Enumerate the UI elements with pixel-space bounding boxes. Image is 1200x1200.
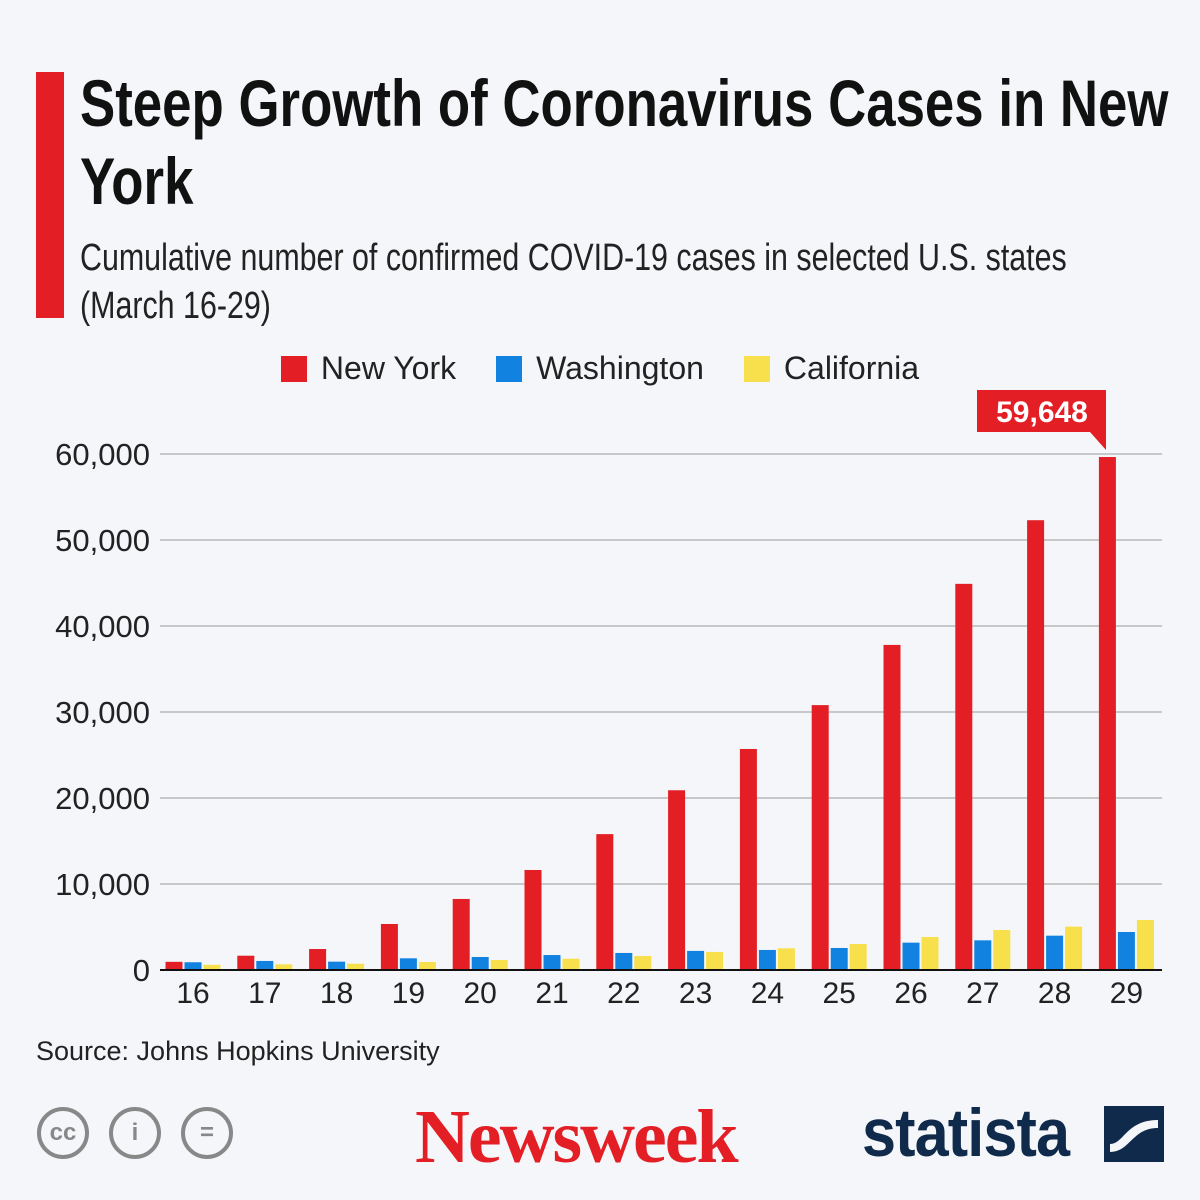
title-accent-bar: [36, 72, 64, 318]
bar-new-york: [309, 949, 327, 970]
bar-washington: [184, 962, 202, 970]
bar-california: [706, 951, 724, 970]
legend-item-new-york: New York: [280, 350, 457, 387]
x-tick-label: 24: [751, 977, 784, 1010]
bar-washington: [1117, 931, 1135, 970]
bar-washington: [615, 952, 633, 970]
bar-california: [562, 958, 580, 970]
bar-california: [921, 936, 939, 970]
bar-california: [490, 960, 508, 970]
no-derivatives-icon: =: [181, 1107, 233, 1159]
bar-washington: [471, 957, 489, 970]
bar-washington: [974, 940, 992, 970]
y-tick-label: 20,000: [55, 781, 150, 816]
x-tick-label: 25: [823, 977, 856, 1010]
y-tick-label: 30,000: [55, 695, 150, 730]
legend-swatch: [280, 355, 307, 382]
x-tick-label: 23: [679, 977, 712, 1010]
bar-washington: [1046, 935, 1064, 970]
data-label: 59,648: [996, 396, 1088, 429]
legend-label: California: [783, 350, 920, 386]
bar-new-york: [165, 961, 183, 970]
x-tick-label: 17: [248, 977, 281, 1010]
x-tick-label: 16: [176, 977, 209, 1010]
legend: New York Washington California: [0, 350, 1200, 387]
x-tick-label: 27: [966, 977, 999, 1010]
chart-title: Steep Growth of Coronavirus Cases in New…: [80, 66, 1169, 218]
legend-item-california: California: [743, 350, 920, 387]
x-tick-label: 29: [1110, 977, 1143, 1010]
bar-new-york: [596, 834, 614, 970]
legend-item-washington: Washington: [496, 350, 704, 387]
y-tick-label: 60,000: [55, 437, 150, 472]
bar-new-york: [237, 955, 255, 970]
x-tick-label: 18: [320, 977, 353, 1010]
x-tick-label: 26: [894, 977, 927, 1010]
x-tick-label: 20: [464, 977, 497, 1010]
bar-washington: [758, 949, 776, 970]
bar-new-york: [668, 790, 686, 970]
legend-label: Washington: [536, 350, 704, 386]
bar-washington: [328, 961, 346, 970]
bar-new-york: [452, 898, 470, 970]
bar-california: [849, 944, 867, 970]
legend-swatch: [496, 355, 523, 382]
bar-washington: [902, 942, 920, 970]
bar-california: [347, 963, 365, 970]
bar-new-york: [380, 923, 398, 970]
x-tick-label: 21: [535, 977, 568, 1010]
legend-swatch: [743, 355, 770, 382]
bar-california: [777, 948, 795, 970]
bar-washington: [543, 955, 561, 970]
y-tick-label: 40,000: [55, 609, 150, 644]
bar-new-york: [524, 869, 542, 970]
cc-license-icon: cc: [37, 1107, 89, 1159]
data-label-callout: [977, 390, 1106, 450]
bar-new-york: [739, 748, 757, 970]
bar-california: [275, 964, 293, 970]
bar-new-york: [1098, 457, 1116, 970]
bar-california: [203, 964, 221, 970]
x-tick-label: 22: [607, 977, 640, 1010]
x-tick-label: 19: [392, 977, 425, 1010]
statista-logo-icon: [1104, 1106, 1164, 1162]
bar-new-york: [955, 583, 973, 970]
y-tick-label: 0: [133, 953, 150, 988]
bar-washington: [256, 960, 274, 970]
legend-label: New York: [320, 350, 457, 386]
statista-logo: statista: [862, 1095, 1070, 1171]
bar-california: [1136, 920, 1154, 970]
attribution-icon: i: [109, 1107, 161, 1159]
source-note: Source: Johns Hopkins University: [36, 1036, 440, 1066]
bar-new-york: [883, 644, 901, 970]
bar-california: [418, 962, 436, 970]
bar-california: [634, 955, 652, 970]
chart-subtitle: Cumulative number of confirmed COVID-19 …: [80, 237, 1067, 327]
y-tick-label: 50,000: [55, 523, 150, 558]
bar-new-york: [1027, 520, 1045, 970]
bar-washington: [399, 958, 417, 970]
bar-california: [993, 930, 1011, 970]
x-tick-label: 28: [1038, 977, 1071, 1010]
bar-washington: [830, 947, 848, 970]
y-tick-label: 10,000: [55, 867, 150, 902]
bar-washington: [687, 950, 705, 970]
bar-california: [1065, 926, 1083, 970]
bar-new-york: [811, 705, 829, 970]
newsweek-logo: Newsweek: [415, 1095, 739, 1179]
